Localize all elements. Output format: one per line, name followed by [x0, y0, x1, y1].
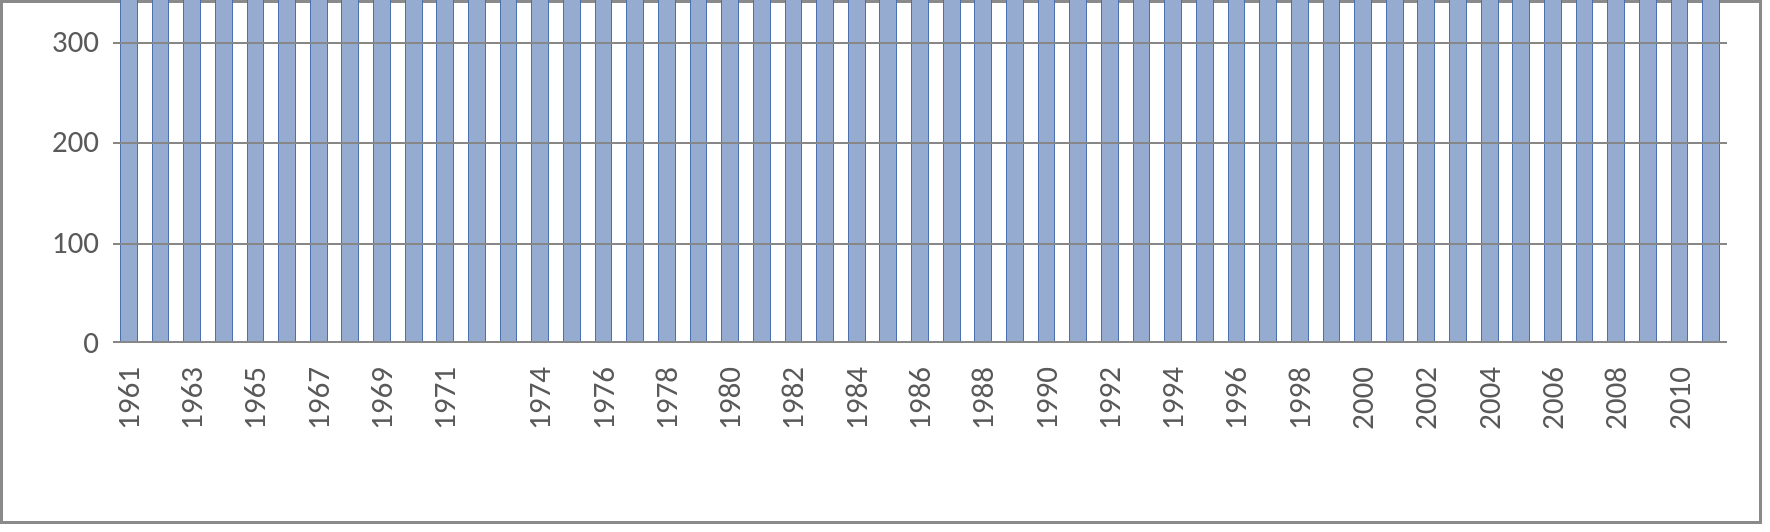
bar: [373, 0, 391, 343]
bar: [405, 0, 423, 343]
x-tick-label: 1974: [521, 367, 559, 430]
bar: [1386, 0, 1404, 343]
x-tick-label: 1988: [964, 367, 1002, 430]
bar: [215, 0, 233, 343]
bar: [563, 0, 581, 343]
x-tick-label: 1992: [1091, 367, 1129, 430]
bar: [785, 0, 803, 343]
bar: [120, 0, 138, 343]
x-tick-label: 1967: [300, 367, 338, 430]
bar: [278, 0, 296, 343]
bar: [1702, 0, 1720, 343]
x-axis-line: [113, 341, 1727, 343]
bar: [879, 0, 897, 343]
bar: [721, 0, 739, 343]
x-tick-label: 1998: [1281, 367, 1319, 430]
bar: [1544, 0, 1562, 343]
bar: [1607, 0, 1625, 343]
bar: [848, 0, 866, 343]
y-tick-label: 200: [52, 123, 113, 161]
y-tick-label: 100: [52, 224, 113, 262]
bar: [1101, 0, 1119, 343]
y-tick-label: 300: [52, 23, 113, 61]
chart-container: 0100200300400 1961 1963 1965 1967 1969 1971 19…: [0, 0, 1762, 524]
bar: [753, 0, 771, 343]
plot-area: 0100200300400: [113, 0, 1727, 343]
bar: [1069, 0, 1087, 343]
x-tick-label: 1965: [236, 367, 274, 430]
bar: [1671, 0, 1689, 343]
bar: [1481, 0, 1499, 343]
bar: [1006, 0, 1024, 343]
bar: [468, 0, 486, 343]
bar: [1228, 0, 1246, 343]
x-tick-label: 1971: [426, 367, 464, 430]
bar: [152, 0, 170, 343]
x-tick-label: 1986: [901, 367, 939, 430]
bar: [626, 0, 644, 343]
bar: [690, 0, 708, 343]
bar: [500, 0, 518, 343]
bar: [1576, 0, 1594, 343]
x-tick-label: 1984: [838, 367, 876, 430]
bar: [183, 0, 201, 343]
bar: [1354, 0, 1372, 343]
x-tick-label: 1990: [1028, 367, 1066, 430]
bar: [911, 0, 929, 343]
gridline: [113, 142, 1727, 144]
bar: [1038, 0, 1056, 343]
x-axis-labels: 1961 1963 1965 1967 1969 1971 1974 1976 1978 1980…: [113, 367, 1727, 532]
bar: [1449, 0, 1467, 343]
bar: [1417, 0, 1435, 343]
bar: [1512, 0, 1530, 343]
bar: [974, 0, 992, 343]
x-tick-label: 2004: [1471, 367, 1509, 430]
x-tick-label: 1969: [363, 367, 401, 430]
x-tick-label: 1963: [173, 367, 211, 430]
x-tick-label: 2010: [1661, 367, 1699, 430]
bars-layer: [113, 0, 1727, 343]
x-tick-label: 1976: [585, 367, 623, 430]
bar: [1196, 0, 1214, 343]
bar: [310, 0, 328, 343]
x-tick-label: 2000: [1344, 367, 1382, 430]
bar: [531, 0, 549, 343]
bar: [943, 0, 961, 343]
gridline: [113, 243, 1727, 245]
y-tick-label: 0: [83, 324, 113, 362]
bar: [816, 0, 834, 343]
gridline: [113, 42, 1727, 44]
x-tick-label: 1961: [110, 367, 148, 430]
bar: [247, 0, 265, 343]
x-tick-label: 1996: [1217, 367, 1255, 430]
bar: [1259, 0, 1277, 343]
bar: [1323, 0, 1341, 343]
bar: [1133, 0, 1151, 343]
x-tick-label: 2006: [1534, 367, 1572, 430]
x-tick-label: 1978: [648, 367, 686, 430]
x-tick-label: 1982: [774, 367, 812, 430]
bar: [436, 0, 454, 343]
bar: [1291, 0, 1309, 343]
bar: [1164, 0, 1182, 343]
x-tick-label: 1980: [711, 367, 749, 430]
bar: [658, 0, 676, 343]
bar: [595, 0, 613, 343]
bar: [341, 0, 359, 343]
bar: [1639, 0, 1657, 343]
x-tick-label: 1994: [1154, 367, 1192, 430]
x-tick-label: 2002: [1407, 367, 1445, 430]
x-tick-label: 2008: [1597, 367, 1635, 430]
